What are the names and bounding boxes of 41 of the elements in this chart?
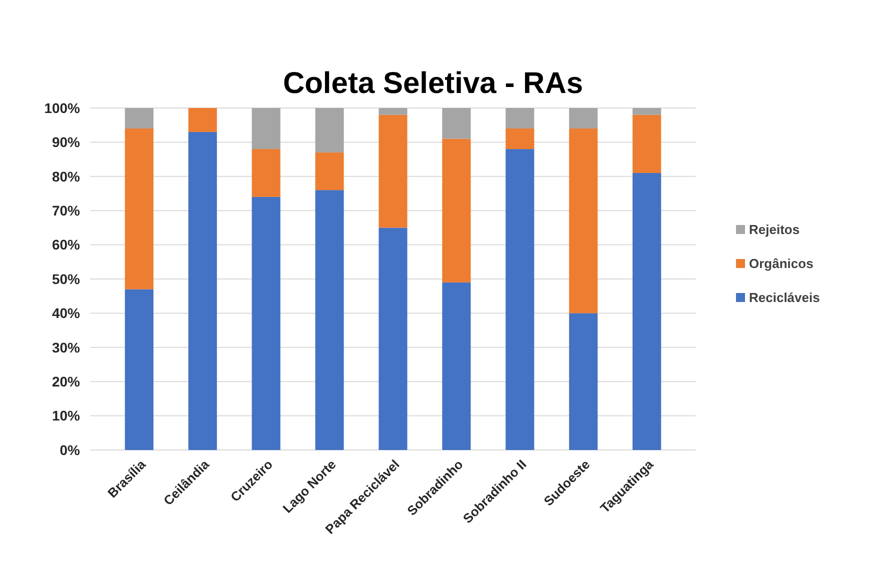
bar — [188, 108, 217, 132]
y-tick-label: 80% — [52, 168, 81, 184]
bar — [315, 108, 344, 152]
y-tick-label: 70% — [52, 202, 81, 218]
bar — [442, 138, 471, 282]
y-tick-label: 40% — [52, 305, 81, 322]
chart-title: Coleta Seletiva - RAs — [282, 67, 584, 100]
y-tick-label: 60% — [52, 236, 81, 253]
bar — [442, 282, 471, 450]
bar — [506, 149, 534, 450]
y-tick-label: 20% — [52, 374, 81, 390]
bar — [315, 190, 344, 450]
bar — [378, 108, 408, 115]
bar — [315, 152, 344, 190]
bar — [569, 108, 598, 129]
y-tick-label: 50% — [52, 270, 81, 287]
bar — [632, 172, 662, 450]
y-tick-label: 10% — [52, 408, 81, 424]
bar — [252, 149, 280, 197]
y-tick-label: 100% — [44, 100, 81, 116]
bar — [252, 108, 280, 150]
legend-label: Orgânicos — [749, 256, 814, 271]
legend-label: Recicláveis — [749, 290, 820, 305]
y-tick-label: 90% — [52, 134, 81, 150]
bar — [569, 128, 598, 314]
bar — [124, 128, 154, 290]
bar — [506, 108, 534, 129]
bar — [442, 108, 471, 139]
bar — [632, 114, 662, 173]
bar — [252, 196, 280, 450]
bar — [378, 228, 408, 450]
bar — [632, 108, 662, 115]
y-tick-label: 0% — [60, 442, 81, 458]
y-tick-label: 30% — [52, 339, 81, 356]
bar — [378, 114, 408, 228]
legend-label: Rejeitos — [749, 222, 800, 237]
bar — [188, 132, 217, 450]
bar — [124, 108, 154, 129]
bar — [506, 128, 534, 150]
bar — [569, 313, 598, 450]
bar — [124, 289, 154, 450]
